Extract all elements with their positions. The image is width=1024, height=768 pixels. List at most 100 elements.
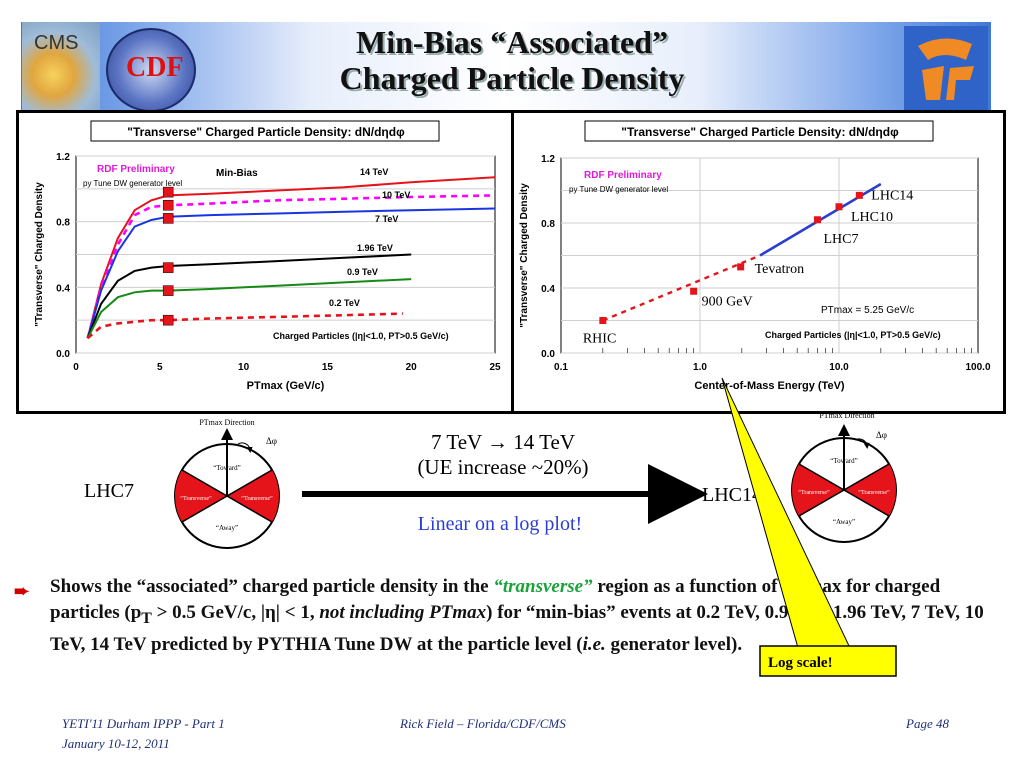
data-point (599, 317, 607, 324)
series-line (86, 253, 412, 339)
y-tick-label: 0.0 (56, 349, 70, 360)
linear-on-log-note: Linear on a log plot! (418, 513, 582, 535)
y-tick-label: 0.4 (56, 283, 70, 294)
point-label: RHIC (583, 332, 616, 347)
y-tick-label: 1.2 (56, 152, 70, 163)
x-tick-label: 15 (322, 362, 334, 373)
fit-line-dashed (602, 254, 761, 322)
chart-panel-right: "Transverse" Charged Particle Density: d… (511, 110, 1006, 414)
series-label: 0.9 TeV (347, 267, 378, 277)
point-label: LHC14 (871, 188, 913, 203)
y-axis-label: "Transverse" Charged Density (34, 182, 45, 327)
series-line (86, 278, 412, 339)
uf-logo (904, 26, 988, 110)
point-label: LHC7 (823, 232, 858, 247)
chart-energy: "Transverse" Charged Particle Density: d… (519, 120, 991, 392)
y-tick-label: 0.8 (541, 219, 555, 230)
wheel-right-toward: “Toward” (830, 457, 858, 465)
series-label: 14 TeV (360, 167, 388, 177)
y-tick-label: 0.0 (541, 349, 555, 360)
lhc7-label: LHC7 (84, 480, 134, 502)
lhc14-label: LHC14 (702, 484, 762, 506)
y-tick-label: 0.4 (541, 284, 555, 295)
wheel-right-dphi: Δφ (876, 430, 887, 440)
x-tick-label: 25 (489, 362, 501, 373)
wheel-left-dphi: Δφ (266, 436, 277, 446)
chart-title-box (90, 120, 440, 142)
cms-logo-text: CMS (34, 32, 79, 54)
point-label: 900 GeV (702, 294, 753, 309)
data-marker (162, 314, 174, 326)
footer-left-1: YETI'11 Durham IPPP - Part 1 (62, 716, 225, 731)
slide-title-line1: Min-Bias “Associated” (356, 24, 668, 60)
annotation-tune: py Tune DW generator level (83, 179, 182, 188)
x-tick-label: 1.0 (693, 362, 707, 373)
y-tick-label: 1.2 (541, 154, 555, 165)
x-tick-label: 0 (73, 362, 79, 373)
arrow-label-line1: 7 TeV → 14 TeV (431, 430, 575, 454)
series-line (86, 312, 403, 340)
bullet-text: Shows the “associated” charged particle … (50, 574, 1010, 658)
x-tick-label: 10.0 (829, 362, 849, 373)
body-text-5: generator level). (605, 633, 743, 655)
point-label: LHC10 (851, 210, 893, 225)
data-marker (162, 262, 174, 273)
annotation-cuts: Charged Particles (|η|<1.0, PT>0.5 GeV/c… (765, 330, 941, 340)
cms-logo: CMS (22, 22, 100, 110)
series-label: 1.96 TeV (357, 243, 393, 253)
body-sub-t: T (141, 609, 152, 627)
uf-logo-graphic (918, 38, 974, 100)
data-point (855, 191, 863, 199)
x-tick-label: 0.1 (554, 362, 568, 373)
wheel-right-direction: PTmax Direction (819, 411, 874, 420)
wheel-left-toward: “Toward” (213, 464, 241, 472)
footer-page: Page 48 (906, 716, 949, 731)
body-text-3: > 0.5 GeV/c, |η| < 1, (151, 602, 320, 623)
annotation-tune: py Tune DW generator level (569, 185, 668, 194)
series-label: 0.2 TeV (329, 298, 360, 308)
body-ie: i.e. (582, 633, 606, 655)
chart-title: "Transverse" Charged Particle Density: d… (621, 125, 899, 139)
cdf-logo-text: CDF (126, 52, 184, 83)
data-point (835, 203, 843, 211)
chart-title: "Transverse" Charged Particle Density: d… (127, 125, 405, 139)
chart-ptmax: "Transverse" Charged Particle Density: d… (34, 120, 501, 392)
y-axis-label: "Transverse" Charged Density (519, 183, 530, 328)
wheel-left-direction: PTmax Direction (199, 418, 254, 427)
footer-center: Rick Field – Florida/CDF/CMS (400, 716, 566, 731)
body-text-1: Shows the “associated” charged particle … (50, 576, 494, 597)
data-point (813, 216, 821, 224)
wheel-right-transverse-b: “Transverse” (858, 489, 890, 496)
wheel-left (174, 428, 280, 549)
wheel-left-transverse-a: “Transverse” (180, 495, 212, 502)
chart-title-box (584, 120, 934, 142)
series-label: 10 TeV (382, 190, 410, 200)
data-marker (162, 213, 174, 224)
slide-title-line2: Charged Particle Density (339, 60, 685, 96)
annotation-rdf: RDF Preliminary (97, 164, 175, 175)
annotation-rdf: RDF Preliminary (584, 170, 662, 181)
point-label: Tevatron (755, 262, 805, 277)
data-point (737, 263, 745, 271)
arrow-label-line2: (UE increase ~20%) (417, 455, 588, 479)
data-marker (162, 186, 174, 198)
body-transverse: “transverse” (493, 576, 593, 597)
wheel-left-away: “Away” (216, 524, 238, 532)
bullet-arrow-icon: ➨ (14, 581, 30, 601)
annotation-cuts: Charged Particles (|η|<1.0, PT>0.5 GeV/c… (273, 331, 449, 341)
data-point (690, 287, 698, 295)
wheel-right-transverse-a: “Transverse” (798, 489, 830, 496)
x-tick-label: 10 (238, 362, 250, 373)
x-axis-label: PTmax (GeV/c) (247, 380, 325, 392)
annotation-ptmax: PTmax = 5.25 GeV/c (821, 305, 914, 316)
ue-diagram: PTmax Direction Δφ “Toward” “Transverse”… (84, 411, 897, 549)
data-marker (162, 285, 174, 296)
cdf-logo: CDF (106, 28, 196, 112)
x-axis-label: Center-of-Mass Energy (TeV) (694, 380, 844, 392)
y-tick-label: 0.8 (56, 218, 70, 229)
annotation-minbias: Min-Bias (216, 168, 258, 179)
x-tick-label: 5 (157, 362, 163, 373)
wheel-left-transverse-b: “Transverse” (241, 495, 273, 502)
x-tick-label: 100.0 (965, 362, 990, 373)
body-not-including: not including PTmax (319, 602, 487, 623)
